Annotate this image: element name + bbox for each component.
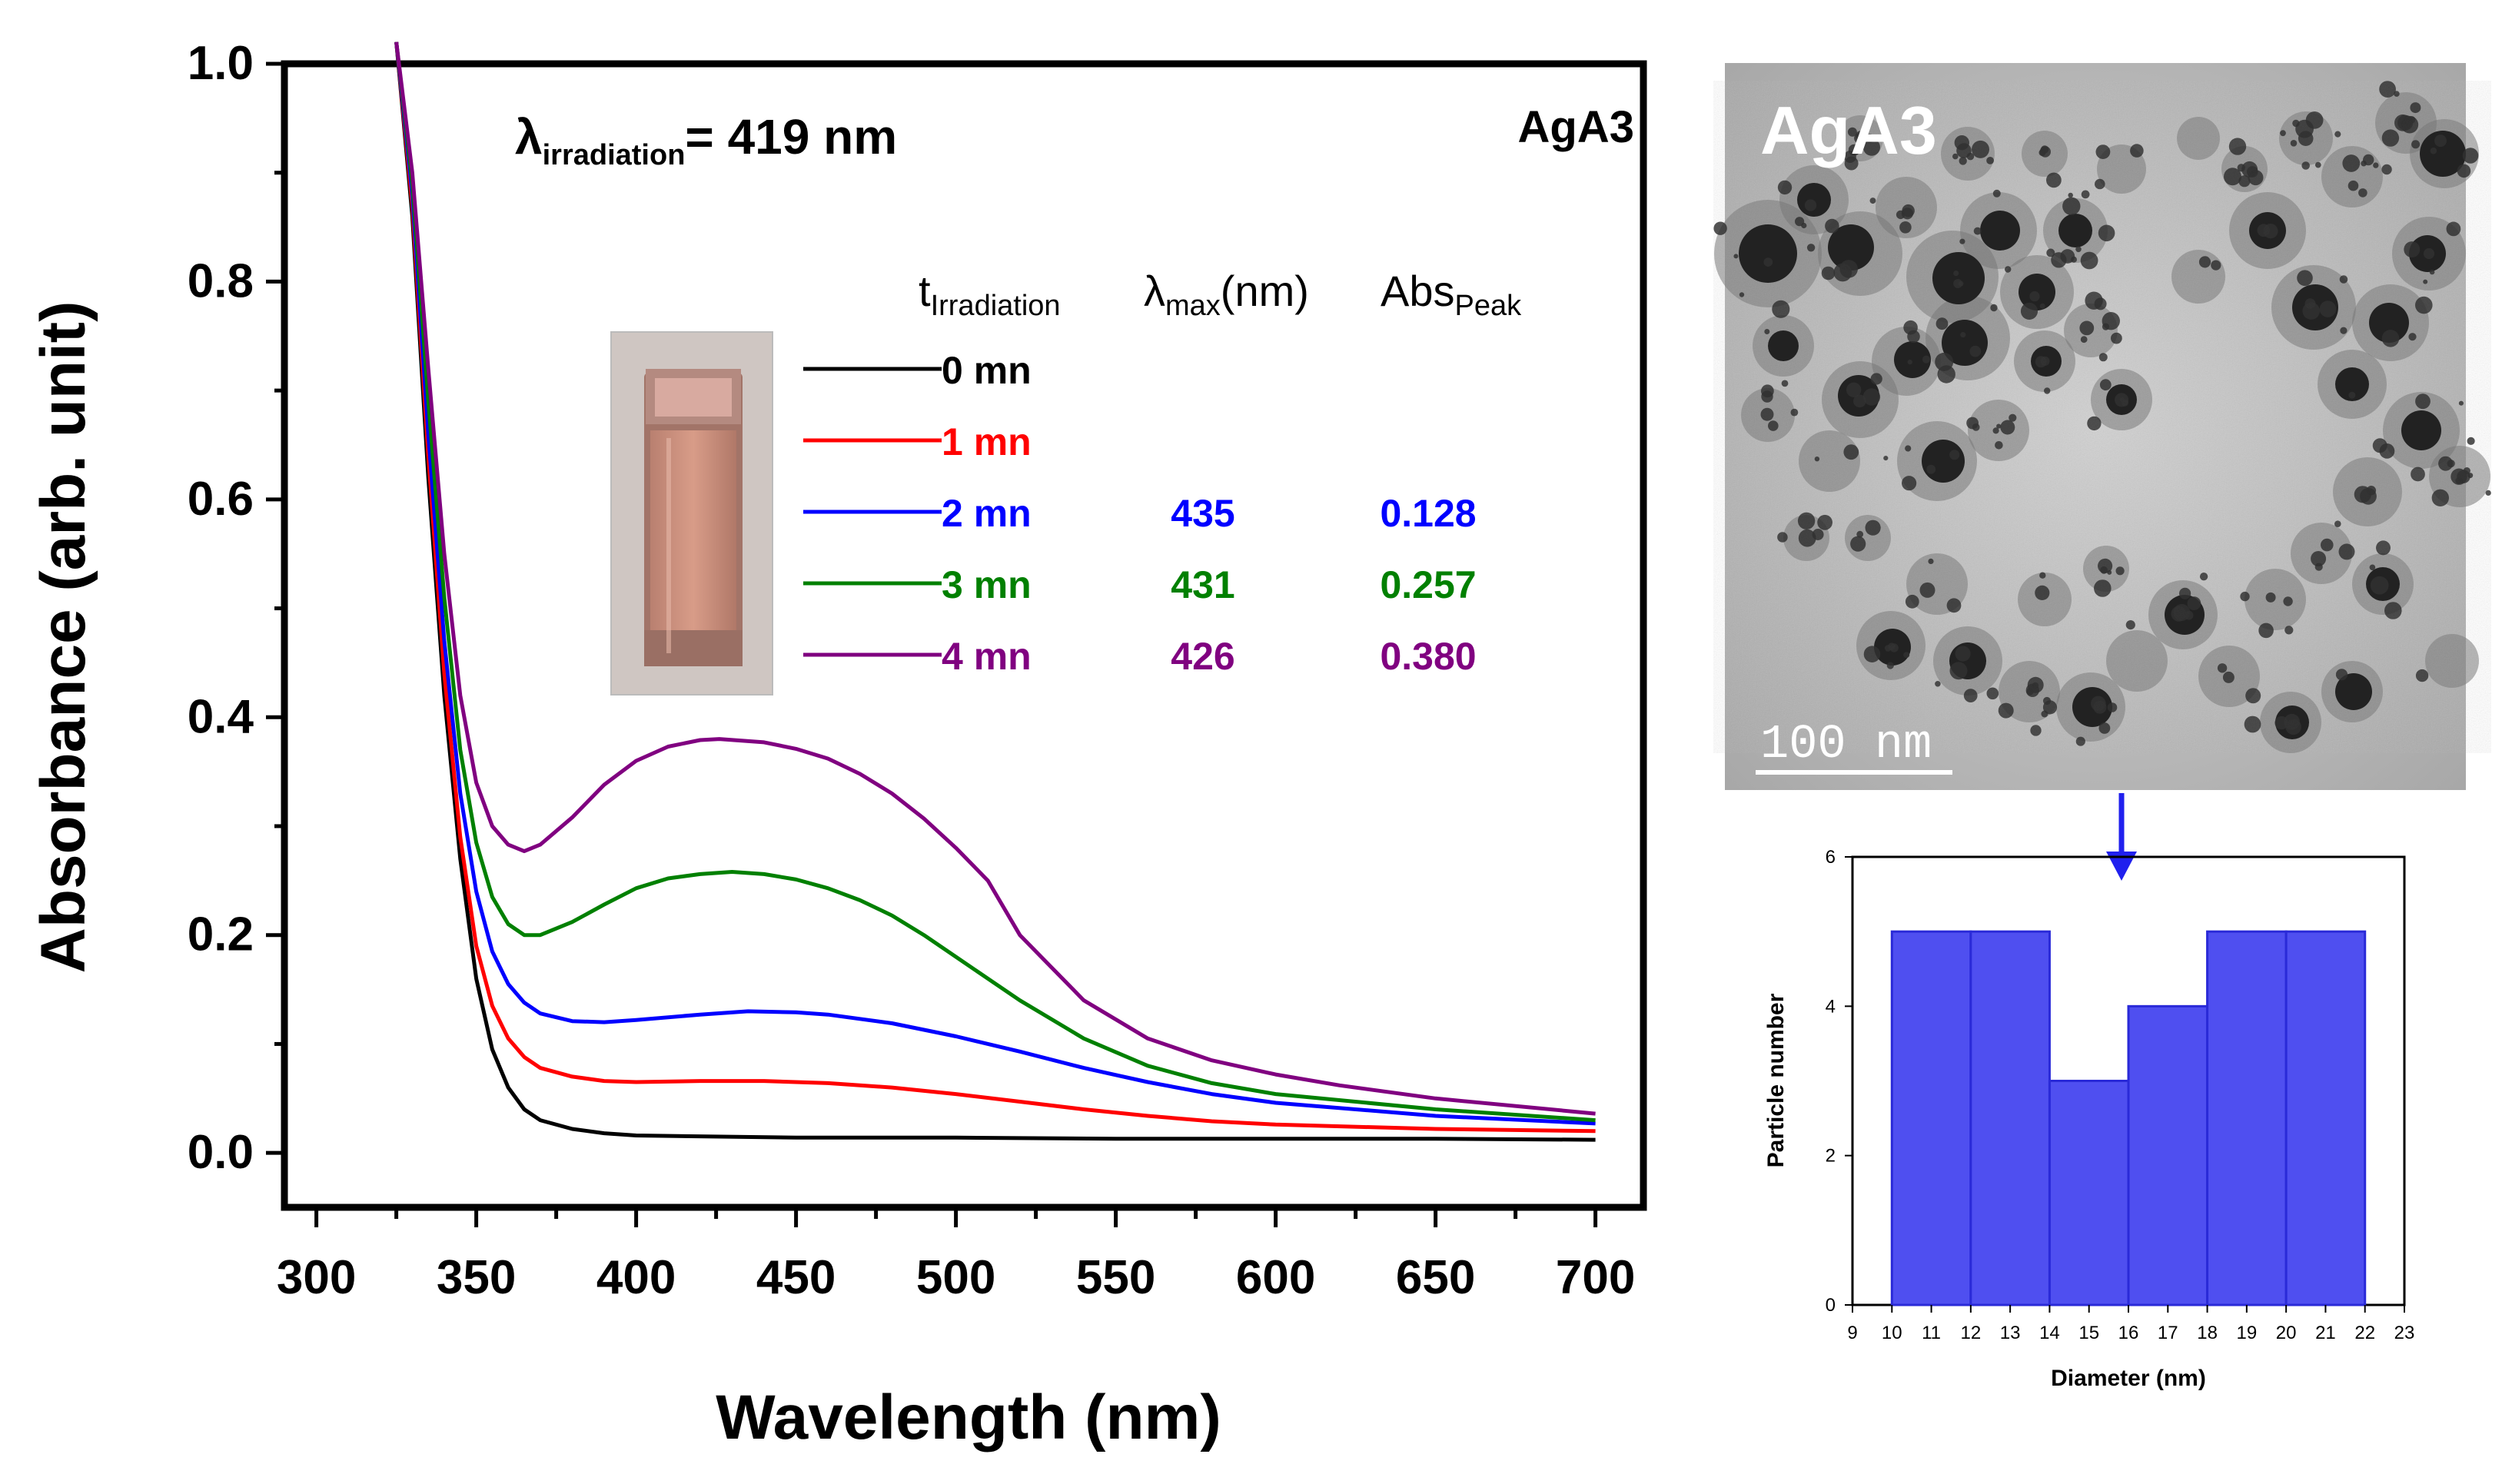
x-tick-label: 700 [1556, 1251, 1635, 1304]
legend: 0 mn 1 mn 2 mn 435 0.128 3 mn 431 0.257 4 mn 426 0… [803, 349, 1477, 678]
histogram-y-label: Particle number [1763, 993, 1789, 1167]
hist-x-tick-label: 11 [1922, 1323, 1941, 1343]
histogram-bar [1969, 930, 2051, 1306]
hist-x-tick-label: 10 [1882, 1323, 1902, 1343]
legend-abs-peak: 0.257 [1380, 563, 1476, 606]
hist-x-tick-label: 21 [2315, 1323, 2336, 1343]
legend-abs-peak: 0.128 [1380, 492, 1476, 535]
hist-x-tick-label: 12 [1961, 1323, 1982, 1343]
spectra-lines [394, 41, 1596, 1142]
legend-header-abs-peak: AbsPeak [1381, 267, 1522, 322]
x-tick-label: 300 [277, 1251, 356, 1304]
tick-labels: 300 350 400 450 500 550 600 650 700 0.0 0.2 0.4 0.6 0… [188, 37, 1636, 1304]
x-tick-label: 600 [1236, 1251, 1315, 1304]
tem-micrograph: AgA3 100 nm [1713, 63, 2491, 790]
spectrum-line-3-mn [394, 41, 1596, 1123]
tem-sample-label: AgA3 [1760, 92, 1937, 168]
hist-y-tick-label: 6 [1826, 847, 1836, 868]
histogram-ticks: 9 10 11 12 13 14 15 16 17 18 19 20 21 22 23 0 2 4 6 [1826, 847, 2415, 1343]
hist-x-tick-label: 15 [2078, 1323, 2099, 1343]
histogram-bars [1890, 930, 2367, 1306]
hist-x-tick-label: 17 [2158, 1323, 2178, 1343]
legend-lambda-max: 431 [1171, 563, 1234, 606]
uv-vis-spectra-chart: 300 350 400 450 500 550 600 650 700 0.0 0.2 0.4 0.6 0… [28, 37, 1647, 1452]
legend-label: 4 mn [942, 635, 1032, 678]
histogram-bar [2284, 930, 2367, 1306]
x-axis-label: Wavelength (nm) [716, 1383, 1221, 1452]
legend-abs-peak: 0.380 [1380, 635, 1476, 678]
histogram-bar [2127, 1004, 2209, 1306]
legend-label: 3 mn [942, 563, 1032, 606]
y-tick-label: 0.6 [188, 473, 254, 526]
x-tick-label: 400 [596, 1251, 676, 1304]
cuvette-photo [610, 331, 773, 696]
tem-nanoparticles [1713, 81, 2491, 753]
irradiation-wavelength: λirradiation= 419 nm [515, 109, 897, 171]
hist-y-tick-label: 0 [1826, 1295, 1836, 1316]
plot-frame [281, 60, 1647, 1211]
hist-x-tick-label: 13 [2000, 1323, 2021, 1343]
spectrum-line-2-mn [394, 41, 1596, 1126]
spectrum-line-1-mn [394, 41, 1596, 1134]
y-tick-label: 0.0 [188, 1126, 254, 1179]
legend-label: 2 mn [942, 492, 1032, 535]
hist-y-tick-label: 2 [1826, 1146, 1836, 1167]
hist-x-tick-label: 19 [2237, 1323, 2258, 1343]
hist-x-tick-label: 18 [2197, 1323, 2218, 1343]
legend-header-lambda-max: λmax(nm) [1144, 267, 1309, 322]
legend-lambda-max: 426 [1171, 635, 1234, 678]
legend-lambda-max: 435 [1171, 492, 1234, 535]
histogram-bar [1890, 930, 1972, 1306]
y-tick-label: 0.4 [188, 690, 254, 743]
axis-ticks [266, 61, 1598, 1227]
histogram-bar [2206, 930, 2288, 1306]
y-tick-label: 0.2 [188, 908, 254, 961]
x-tick-label: 350 [437, 1251, 516, 1304]
hist-x-tick-label: 20 [2276, 1323, 2297, 1343]
spectrum-line-0-mn [394, 41, 1596, 1142]
x-tick-label: 650 [1396, 1251, 1475, 1304]
hist-y-tick-label: 4 [1826, 996, 1836, 1017]
y-tick-label: 1.0 [188, 37, 254, 90]
histogram-bar [2048, 1080, 2130, 1306]
hist-x-tick-label: 16 [2118, 1323, 2139, 1343]
hist-x-tick-label: 23 [2394, 1323, 2415, 1343]
size-histogram-chart: 9 10 11 12 13 14 15 16 17 18 19 20 21 22 23 0 2 4 6 Partic… [1763, 847, 2414, 1391]
legend-label: 0 mn [942, 349, 1032, 392]
hist-x-tick-label: 9 [1847, 1323, 1857, 1343]
sample-label: AgA3 [1518, 102, 1634, 152]
histogram-x-label: Diameter (nm) [2051, 1366, 2206, 1391]
x-tick-label: 550 [1076, 1251, 1155, 1304]
spectrum-line-4-mn [394, 41, 1596, 1116]
y-tick-label: 0.8 [188, 254, 254, 307]
y-axis-label: Absorbance (arb. unit) [28, 301, 98, 974]
arrow-to-histogram [2106, 793, 2137, 881]
legend-label: 1 mn [942, 420, 1032, 463]
x-tick-label: 500 [916, 1251, 995, 1304]
hist-x-tick-label: 14 [2039, 1323, 2060, 1343]
legend-header-time: tIrradiation [919, 267, 1061, 322]
hist-x-tick-label: 22 [2354, 1323, 2375, 1343]
tem-scale-label: 100 nm [1760, 717, 1932, 772]
x-tick-label: 450 [756, 1251, 836, 1304]
